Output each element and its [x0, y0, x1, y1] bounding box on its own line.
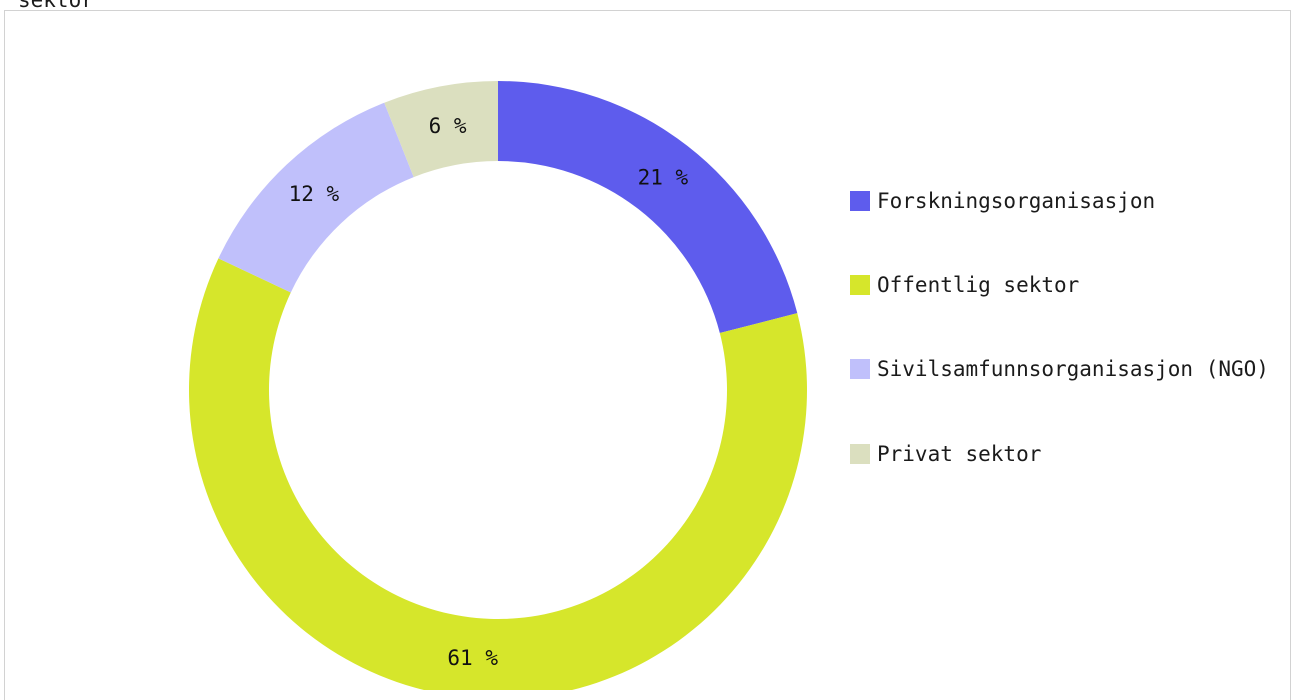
legend-label: Forskningsorganisasjon — [877, 189, 1156, 213]
legend-label: Privat sektor — [877, 442, 1042, 466]
legend-item-forskningsorganisasjon[interactable]: Forskningsorganisasjon — [850, 189, 1287, 217]
legend-label: Sivilsamfunnsorganisasjon (NGO) — [877, 357, 1269, 381]
legend-swatch — [850, 275, 870, 295]
donut-slice[interactable] — [218, 102, 414, 293]
slice-value-label: 6 % — [429, 114, 467, 138]
chart-frame — [4, 10, 1291, 700]
slice-value-label: 21 % — [638, 165, 689, 189]
legend-item-sivilsamfunnsorganisasjon[interactable]: Sivilsamfunnsorganisasjon (NGO) — [850, 357, 1287, 385]
legend-swatch — [850, 444, 870, 464]
legend-item-offentlig-sektor[interactable]: Offentlig sektor — [850, 273, 1287, 301]
legend-swatch — [850, 359, 870, 379]
donut-slice[interactable] — [189, 258, 807, 690]
chart-title-partial: sektor — [18, 0, 94, 12]
slice-value-label: 12 % — [289, 182, 340, 206]
legend-label: Offentlig sektor — [877, 273, 1080, 297]
donut-slice[interactable] — [384, 81, 498, 178]
legend-item-privat-sektor[interactable]: Privat sektor — [850, 442, 1287, 470]
legend-swatch — [850, 191, 870, 211]
slice-value-label: 61 % — [447, 646, 498, 670]
donut-slice[interactable] — [498, 81, 798, 334]
